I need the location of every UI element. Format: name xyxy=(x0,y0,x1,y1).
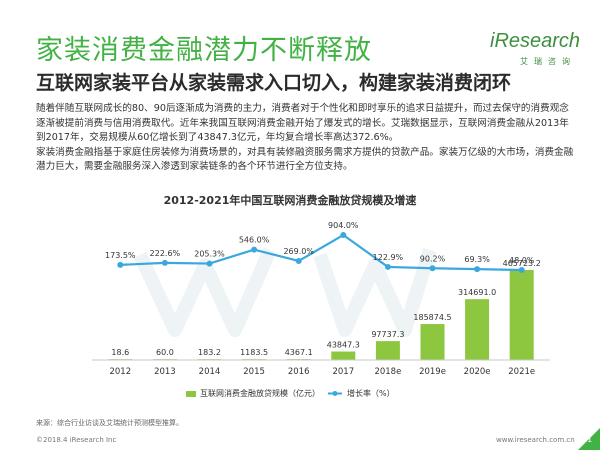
bar-label-2015: 1183.5 xyxy=(240,348,268,357)
growth-point-2013 xyxy=(161,259,168,266)
growth-point-2021e xyxy=(518,267,525,273)
copyright: ©2018.4 iResearch Inc xyxy=(36,436,117,444)
growth-label-2013: 222.6% xyxy=(150,249,181,258)
bar-2017 xyxy=(331,351,356,360)
body-paragraph-1: 随着伴随互联网成长的80、90后逐渐成为消费的主力，消费者对于个性化和即时享乐的… xyxy=(36,103,569,143)
source-note: 来源：综合行业访谈及艾瑞统计预测模型推算。 xyxy=(36,419,183,427)
x-tick-2014: 2014 xyxy=(199,367,221,377)
website-url: www.iresearch.com.cn xyxy=(496,436,575,444)
x-tick-2018e: 2018e xyxy=(374,367,401,377)
bar-2018e xyxy=(375,341,400,360)
body-paragraph-2: 家装消费金融指基于家庭住房装修为消费场景的，对具有装修融资服务需求方提供的贷款产… xyxy=(36,146,574,173)
page-number-badge xyxy=(578,428,600,450)
chart-title: 2012-2021年中国互联网消费金融放贷规模及增速 xyxy=(164,193,417,207)
logo-subtitle: 艾瑞咨询 xyxy=(520,57,576,66)
x-tick-2021e: 2021e xyxy=(508,367,535,377)
growth-label-2018e: 122.9% xyxy=(373,253,404,262)
bar-2021e xyxy=(509,270,534,360)
watermark-logo xyxy=(133,247,437,337)
logo-name: iResearch xyxy=(490,30,581,52)
growth-label-2012: 173.5% xyxy=(105,251,136,260)
growth-point-2020e xyxy=(474,266,481,273)
growth-label-2019e: 90.2% xyxy=(420,254,446,263)
chart-container: 2012-2021年中国互联网消费金融放贷规模及增速 18.6 60.0 183.2… xyxy=(0,180,600,420)
page-number: 41 xyxy=(582,435,593,444)
growth-line xyxy=(120,233,522,272)
growth-label-2016: 269.0% xyxy=(283,247,314,256)
growth-point-2014 xyxy=(206,260,213,267)
bar-label-2018e: 97737.3 xyxy=(371,330,404,339)
bar-label-2012: 18.6 xyxy=(111,348,129,357)
bar-label-2020e: 314691.0 xyxy=(458,288,496,297)
bar-2019e xyxy=(420,324,445,360)
growth-label-2021e: 48.0% xyxy=(509,256,535,265)
x-tick-2016: 2016 xyxy=(288,367,310,377)
x-tick-2013: 2013 xyxy=(154,367,176,377)
legend-line-label: 增长率（%） xyxy=(347,388,395,398)
bar-label-2019e: 185874.5 xyxy=(413,313,451,322)
growth-point-2017 xyxy=(340,232,347,238)
bar-label-2021e: 465723.2 xyxy=(503,259,541,268)
legend-line-marker xyxy=(332,391,338,396)
x-tick-2015: 2015 xyxy=(243,367,265,377)
growth-point-2018e xyxy=(384,263,391,270)
x-tick-2019e: 2019e xyxy=(419,367,446,377)
growth-label-2017: 904.0% xyxy=(328,221,359,230)
body-text: 随着伴随互联网成长的80、90后逐渐成为消费的主力，消费者对于个性化和即时享乐的… xyxy=(36,102,576,175)
bar-label-2013: 60.0 xyxy=(156,348,174,357)
iresearch-logo: iResearch 艾瑞咨询 xyxy=(490,30,580,70)
growth-point-2015 xyxy=(251,246,258,253)
growth-point-2016 xyxy=(295,257,302,264)
page-title: 家装消费金融潜力不断释放 xyxy=(36,35,372,66)
growth-label-2014: 205.3% xyxy=(194,250,225,259)
page-subtitle: 互联网家装平台从家装需求入口切入，构建家装消费闭环 xyxy=(36,72,512,94)
growth-label-2015: 546.0% xyxy=(239,236,270,245)
x-tick-2012: 2012 xyxy=(109,367,131,377)
legend-bar-swatch xyxy=(186,391,196,397)
legend-bar-label: 互联网消费金融放贷规模（亿元） xyxy=(200,388,320,398)
bar-label-2014: 183.2 xyxy=(198,348,221,357)
bar-label-2016: 4367.1 xyxy=(285,348,313,357)
x-tick-2017: 2017 xyxy=(332,367,354,377)
x-tick-2020e: 2020e xyxy=(464,367,491,377)
growth-point-2019e xyxy=(429,265,436,272)
bar-label-2017: 43847.3 xyxy=(327,341,360,350)
bar-2020e xyxy=(465,299,490,360)
growth-label-2020e: 69.3% xyxy=(464,255,490,264)
growth-point-2012 xyxy=(117,261,124,268)
chart-svg: 2012-2021年中国互联网消费金融放贷规模及增速 18.6 60.0 183.2… xyxy=(92,193,550,398)
